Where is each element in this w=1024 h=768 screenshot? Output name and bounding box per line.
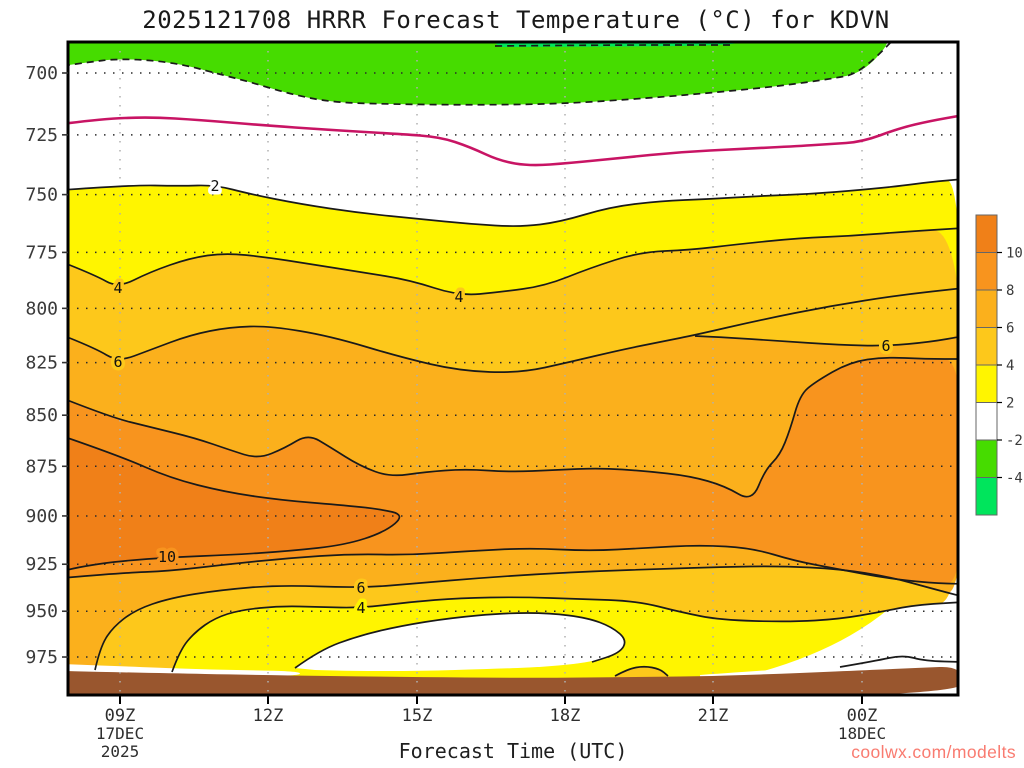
plot-frame [66,40,960,697]
time-tick-label-00Z: 00Z [847,706,878,726]
chart-title: 2025121708 HRRR Forecast Temperature (°C… [142,6,889,34]
fill-region-dark-orange-blob-gt10 [68,438,400,570]
contour-2-low-right [839,655,958,668]
pressure-tick-label-775: 775 [25,242,58,263]
contour-neg4-dashed [494,44,733,47]
contour-8-bottom [68,544,958,585]
pressure-tick-label-850: 850 [25,405,58,426]
contour-label-6: 6 [113,353,122,371]
colorbar-segment-a6 [975,289,998,328]
colorbar-segment-green [975,439,998,478]
contour-6-low [94,565,958,671]
contour-lines [68,42,958,677]
time-tick-label-09Z: 09Z [105,706,136,726]
contour-4-low [171,596,958,673]
time-tick-label-12Z: 12Z [253,706,284,726]
pressure-tick-label-900: 900 [25,506,58,527]
axes: 70072575077580082585087590092595097509Z1… [25,63,886,761]
fill-region-gold-wedge-right [695,291,958,346]
colorbar-tick-label-6: 6 [1006,321,1014,337]
colorbar-segment-o8 [975,252,998,291]
colorbar-tick-label-2: 2 [1006,396,1014,412]
watermark-link[interactable]: coolwx.com/modelts [851,742,1016,762]
x-axis-title: Forecast Time (UTC) [399,739,628,763]
contour-label-4: 4 [356,599,365,617]
date-label-17DEC: 17DEC [96,724,144,743]
contour-2-low-blob [294,612,626,669]
contour-label-4: 4 [113,279,122,297]
colorbar-segment-teal [975,477,998,516]
colorbar-tick-label--2: -2 [1006,433,1023,449]
plot-border [66,40,960,697]
pressure-tick-label-975: 975 [25,647,58,668]
pressure-tick-label-950: 950 [25,601,58,622]
contour-2 [68,178,958,227]
colorbar-tick-label-4: 4 [1006,358,1014,374]
contour-4 [68,227,958,296]
colorbar-segment-y2 [975,364,998,403]
fill-region-white-surface-cool-blob [295,613,625,671]
pressure-tick-label-725: 725 [25,125,58,146]
pressure-tick-label-700: 700 [25,63,58,84]
colorbar-tick-label--4: -4 [1006,471,1023,487]
contour-label-4: 4 [454,288,463,306]
colorbar-segment-white [975,402,998,441]
contour-label-6: 6 [356,579,365,597]
filled-contour-regions [68,42,958,695]
date-label-18DEC: 18DEC [838,724,886,743]
colorbar-tick-label-8: 8 [1006,283,1014,299]
contour-bump-outline [614,665,669,677]
contour-neg2-dashed [68,42,892,106]
contour-label-10: 10 [158,548,176,566]
time-tick-label-15Z: 15Z [402,706,433,726]
colorbar: 10 8 6 4 2 -2 -4 [975,214,1023,516]
pressure-tick-label-750: 750 [25,185,58,206]
contour-labels: 2 4 4 6 6 10 6 4 [110,174,894,621]
colorbar-segment-gt10 [975,214,998,253]
zero-degree-line [68,114,958,167]
pressure-tick-label-925: 925 [25,554,58,575]
fill-region-gold-bump-surface [612,666,670,678]
pressure-tick-label-825: 825 [25,353,58,374]
contour-8-top [68,356,958,498]
contour-6-lower-branch [694,335,958,347]
colorbar-tick-label-10: 10 [1006,246,1023,262]
pressure-tick-label-800: 800 [25,298,58,319]
contour-label-2: 2 [210,177,219,195]
fill-region-brown-surface-strip [68,666,958,695]
contour-label-6: 6 [881,337,890,355]
time-tick-label-18Z: 18Z [550,706,581,726]
date-label-2025: 2025 [101,742,140,761]
pressure-tick-label-875: 875 [25,456,58,477]
colorbar-segment-g4 [975,327,998,366]
contour-6-upper [68,287,958,373]
time-tick-label-21Z: 21Z [698,706,729,726]
fill-region-green-band-top [68,42,887,105]
contour-10 [68,437,401,571]
